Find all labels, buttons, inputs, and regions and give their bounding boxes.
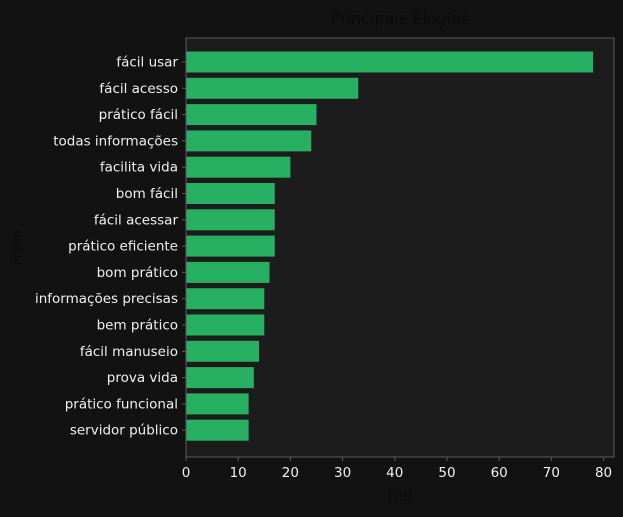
bar-13 [186,393,249,415]
y-tick-label-2: prático fácil [99,107,178,123]
x-tick-labels: 0 10 20 30 40 50 60 70 80 [182,465,612,481]
y-tick-label-14: servidor público [70,423,178,439]
x-tick-label-7: 70 [543,465,560,481]
y-tick-label-10: bem prático [97,318,178,334]
y-tick-label-1: fácil acesso [99,81,178,97]
x-axis-label: Qtd [388,489,413,505]
bar-5 [186,183,275,204]
bars-group [186,51,594,441]
y-tick-label-7: prático eficiente [68,239,178,255]
bar-10 [186,314,265,336]
y-tick-label-9: informações precisas [35,291,178,307]
x-tick-label-0: 0 [182,465,191,481]
bar-3 [186,130,312,152]
x-tick-label-6: 60 [491,465,508,481]
bar-0 [186,51,594,73]
bar-7 [186,235,275,257]
y-tick-label-3: todas informações [53,133,178,149]
y-tick-label-8: bom prático [97,265,178,281]
bar-8 [186,261,270,283]
x-tick-label-1: 10 [230,465,247,481]
bar-2 [186,104,317,126]
x-tick-label-3: 30 [334,465,351,481]
bar-14 [186,419,249,441]
x-tick-label-2: 20 [282,465,299,481]
x-tick-label-8: 80 [595,465,612,481]
y-tick-label-13: prático funcional [65,396,178,412]
bar-9 [186,288,265,310]
y-tick-label-0: fácil usar [116,55,178,71]
x-tick-label-4: 40 [386,465,403,481]
plot-frame [185,37,615,458]
y-tick-label-4: facilita vida [100,160,178,176]
bar-4 [186,156,291,178]
x-tick-label-5: 50 [438,465,455,481]
bar-1 [186,77,359,99]
chart-title: Principais Elogios [331,9,470,28]
y-tick-label-11: fácil manuseio [80,344,178,360]
y-tick-label-12: prova vida [107,370,178,386]
axes-lines [182,37,615,461]
bar-6 [186,209,275,231]
y-axis-label: Frase [9,230,25,266]
y-tick-labels: fácil usar fácil acesso prático fácil todas… [35,55,178,439]
y-tick-label-5: bom fácil [116,186,178,202]
bar-12 [186,367,254,389]
bar-11 [186,340,260,362]
y-tick-label-6: fácil acessar [94,212,179,228]
